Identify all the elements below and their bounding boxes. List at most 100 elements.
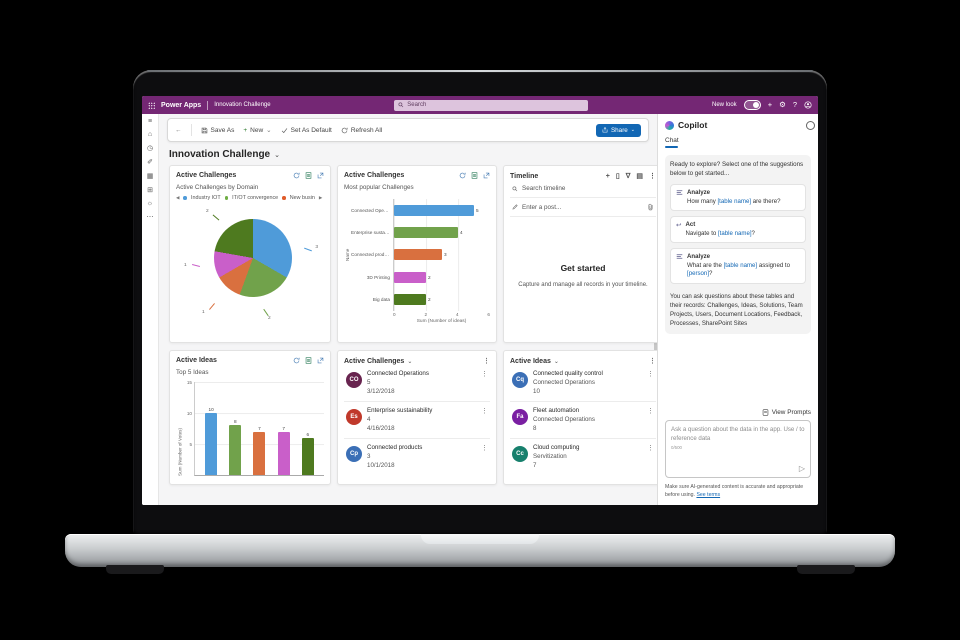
card-title[interactable]: Active Ideas (510, 357, 551, 365)
more-options-icon[interactable]: ⋮ (649, 173, 656, 180)
bar-value: 3 (444, 252, 447, 258)
more-icon[interactable]: ⋯ (146, 214, 154, 221)
pie-label: 1 (184, 263, 187, 268)
popout-icon[interactable] (317, 172, 324, 179)
item-title: Fleet automation (533, 406, 580, 414)
tab-chat[interactable]: Chat (665, 137, 679, 144)
item-date: 3/12/2018 (367, 387, 395, 395)
add-icon[interactable]: + (767, 100, 773, 110)
export-excel-icon[interactable] (305, 172, 312, 179)
bar-chart-horizontal: Name Connected Operations Enterprise sus… (344, 199, 490, 311)
home-icon[interactable]: ⌂ (147, 131, 153, 138)
recent-icon[interactable]: ◷ (146, 145, 154, 152)
pie-label: 2 (268, 316, 271, 321)
suggestion-analyze-1[interactable]: Analyze How many [table name] are there? (670, 183, 806, 212)
account-icon[interactable] (804, 101, 812, 109)
pinned-icon[interactable]: ✐ (147, 159, 153, 166)
bar[interactable] (277, 431, 290, 475)
new-button[interactable]: + New ⌄ (243, 126, 271, 135)
refresh-icon[interactable] (293, 357, 300, 364)
list-item[interactable]: Cp Connected products 3 10/1/2018 ⋮ (344, 439, 490, 475)
bar[interactable] (301, 437, 314, 475)
attach-icon[interactable] (647, 203, 654, 211)
bar[interactable] (253, 431, 266, 475)
refresh-icon[interactable] (459, 172, 466, 179)
save-as-button[interactable]: Save As (201, 126, 235, 134)
card-most-popular-challenges: Active Challenges Most popular Challenge… (337, 165, 497, 343)
more-options-icon[interactable]: ⋮ (481, 444, 488, 452)
more-options-icon[interactable]: ⋮ (481, 407, 488, 415)
more-options-icon[interactable]: ⋮ (481, 371, 488, 378)
card-title[interactable]: Active Challenges (344, 357, 405, 365)
prompts-icon (762, 409, 768, 417)
list-item[interactable]: Es Enterprise sustainability 4 4/16/2018 ⋮ (344, 402, 490, 439)
bar[interactable] (394, 271, 426, 283)
more-options-icon[interactable]: ⋮ (647, 444, 654, 452)
pencil-icon (512, 204, 518, 210)
list-item[interactable]: CO Connected Operations 5 3/12/2018 ⋮ (344, 365, 490, 402)
export-excel-icon[interactable] (471, 172, 478, 179)
help-icon[interactable]: ? (792, 100, 797, 110)
bar-value: 2 (428, 297, 431, 303)
timeline-post-input[interactable]: Enter a post... (510, 198, 656, 217)
dashboard-title[interactable]: Innovation Challenge ⌄ (169, 149, 647, 160)
share-button[interactable]: Share ⌄ (595, 123, 641, 137)
menu-icon[interactable]: ≡ (147, 118, 153, 125)
send-icon[interactable]: ▷ (798, 464, 805, 474)
timeline-search-input[interactable]: Search timeline (510, 180, 656, 198)
back-button[interactable]: ← (175, 126, 182, 134)
solutions-icon[interactable]: ☼ (146, 200, 154, 207)
view-prompts-button[interactable]: View Prompts (665, 409, 811, 416)
suggestion-analyze-2[interactable]: Analyze What are the [table name] assigne… (670, 248, 806, 284)
pie-label: 1 (202, 310, 205, 315)
see-terms-link[interactable]: See terms (696, 492, 721, 499)
pie-chart-plot[interactable] (214, 219, 292, 297)
legend-scroll-right-icon[interactable]: ▶ (318, 195, 323, 200)
popout-icon[interactable] (483, 172, 490, 179)
search-input[interactable]: Search (394, 99, 589, 111)
save-as-label: Save As (210, 126, 235, 134)
columns-icon[interactable]: ▤ (636, 173, 643, 180)
expand-panel-icon[interactable] (806, 120, 815, 130)
pie-leader-line (192, 263, 200, 268)
list-item[interactable]: Cc Cloud computing Servitization 7 ⋮ (510, 439, 656, 475)
timeline-add-icon[interactable]: + (605, 172, 610, 180)
popout-icon[interactable] (317, 357, 324, 364)
legend-scroll-left-icon[interactable]: ◀ (176, 195, 180, 200)
settings-gear-icon[interactable]: ⚙ (779, 100, 786, 110)
bar[interactable] (394, 204, 474, 216)
set-as-default-button[interactable]: Set As Default (281, 127, 332, 134)
pie-leader-line (209, 303, 215, 310)
bar[interactable] (394, 249, 442, 261)
laptop-notch (421, 534, 539, 544)
x-tick: 4 (455, 312, 459, 317)
app-launcher-icon[interactable] (148, 101, 155, 109)
bookmark-icon[interactable]: ▯ (615, 173, 620, 180)
suggestion-act[interactable]: ↩ Act Navigate to [table name]? (670, 216, 806, 244)
list-item[interactable]: Fa Fleet automation Connected Operations 8… (510, 402, 656, 439)
environment-name[interactable]: Innovation Challenge (214, 102, 271, 108)
item-count: 8 (533, 424, 537, 432)
new-look-toggle[interactable] (743, 100, 761, 110)
filter-icon[interactable]: ∇ (625, 173, 631, 180)
more-options-icon[interactable]: ⋮ (649, 358, 656, 365)
export-excel-icon[interactable] (305, 357, 312, 364)
refresh-all-button[interactable]: Refresh All (341, 127, 382, 134)
chevron-down-icon: ⌄ (630, 127, 635, 133)
bar[interactable] (394, 294, 426, 306)
laptop-lid: Power Apps Innovation Challenge Search N… (133, 70, 827, 536)
apps-icon[interactable]: ▦ (146, 173, 154, 180)
copilot-input[interactable]: Ask a question about the data in the app… (665, 420, 811, 479)
list-item[interactable]: Cq Connected quality control Connected Op… (510, 365, 656, 402)
bar[interactable] (205, 413, 218, 475)
bar-value: 2 (428, 274, 431, 280)
app-name[interactable]: Power Apps (161, 101, 202, 109)
bar[interactable] (229, 425, 242, 475)
more-options-icon[interactable]: ⋮ (483, 358, 490, 365)
more-options-icon[interactable]: ⋮ (647, 371, 654, 378)
left-nav-rail: ≡ ⌂ ◷ ✐ ▦ ⊞ ☼ ⋯ (142, 114, 159, 505)
bar[interactable] (394, 227, 458, 239)
refresh-icon[interactable] (293, 172, 300, 179)
tables-icon[interactable]: ⊞ (147, 187, 153, 194)
more-options-icon[interactable]: ⋮ (647, 407, 654, 415)
